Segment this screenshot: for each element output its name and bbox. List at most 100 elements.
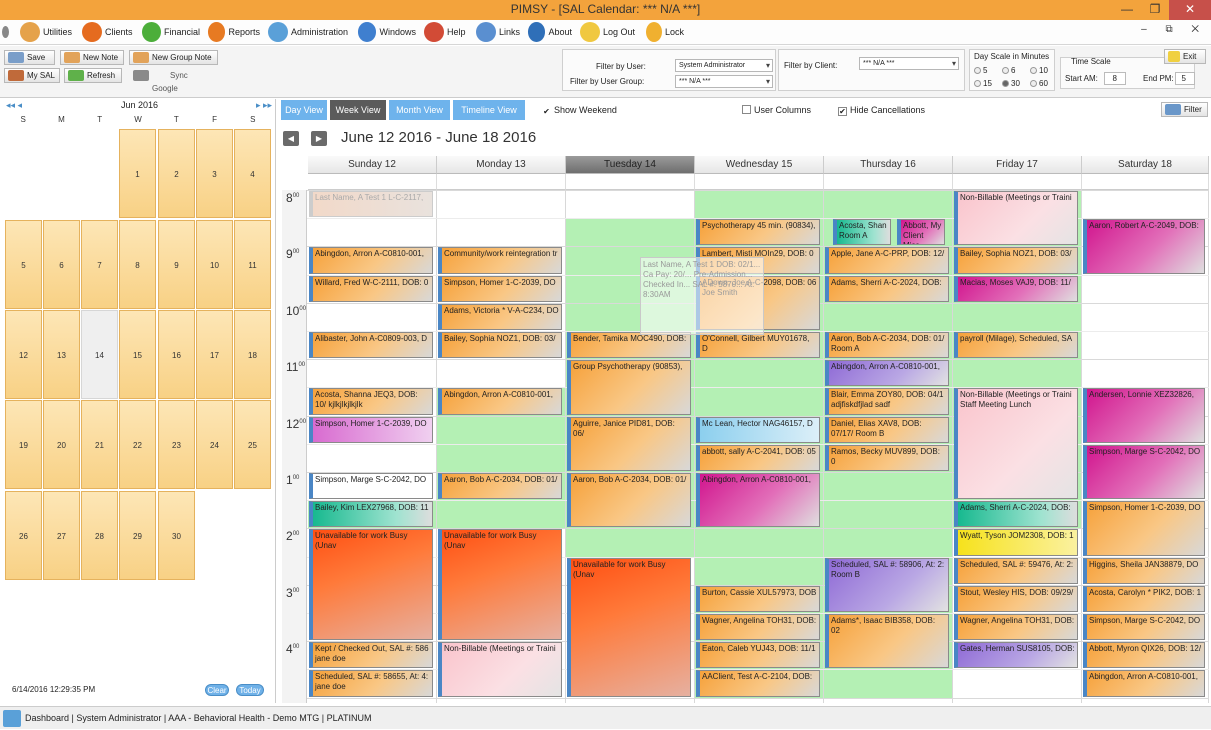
appointment[interactable]: Non-Billable (Meetings or Traini Staff M… — [954, 388, 1078, 500]
appointment[interactable]: Scheduled, SAL #: 59476, At: 2: — [954, 557, 1078, 584]
appointment[interactable]: Eaton, Caleb YUJ43, DOB: 11/1 — [696, 642, 820, 669]
menu-lock[interactable]: Lock — [644, 20, 690, 45]
appointment[interactable]: Abbott, Myron QIX26, DOB: 12/ — [1083, 642, 1205, 669]
mini-calendar-day[interactable]: 21 — [81, 400, 118, 489]
appointment[interactable]: Alibaster, John A-C0809-003, D — [309, 332, 433, 359]
appointment[interactable]: Wagner, Angelina TOH31, DOB: — [696, 614, 820, 641]
appointment[interactable]: Wagner, Angelina TOH31, DOB: — [954, 614, 1078, 641]
menu-about[interactable]: About — [526, 20, 578, 45]
tab-month-view[interactable]: Month View — [389, 100, 450, 120]
mini-calendar-day[interactable]: 15 — [119, 310, 156, 399]
day-column[interactable] — [566, 190, 695, 703]
appointment[interactable]: Kept / Checked Out, SAL #: 586 jane doe — [309, 642, 433, 669]
mini-calendar-day[interactable]: 10 — [196, 220, 233, 309]
day-scale-radio-5[interactable]: 5 — [974, 66, 987, 75]
day-column[interactable] — [308, 190, 437, 703]
mini-calendar-day[interactable]: 20 — [43, 400, 80, 489]
menu-clients[interactable]: Clients — [80, 20, 140, 45]
tab-day-view[interactable]: Day View — [281, 100, 327, 120]
appointment[interactable]: Adams, Victoria * V-A-C234, DO — [438, 303, 562, 330]
appointment[interactable]: Scheduled, SAL #: 58906, At: 2: Room B — [825, 557, 949, 612]
mini-calendar-day[interactable]: 6 — [43, 220, 80, 309]
filter-by-client-select[interactable]: *** N/A *** — [859, 57, 959, 70]
mini-calendar-day[interactable]: 3 — [196, 129, 233, 218]
mini-calendar-day[interactable]: 26 — [5, 491, 42, 580]
appointment[interactable]: Ramos, Becky MUV899, DOB: 0 — [825, 444, 949, 471]
day-column[interactable] — [695, 190, 824, 703]
day-scale-radio-6[interactable]: 6 — [1002, 66, 1015, 75]
appointment[interactable]: Abingdon, Arron A-C0810-001, — [438, 388, 562, 415]
all-day-cell[interactable] — [437, 174, 566, 190]
appointment[interactable]: Acosta, Carolyn * PIK2, DOB: 1 — [1083, 585, 1205, 612]
appointment[interactable]: Stout, Wesley HIS, DOB: 09/29/ — [954, 585, 1078, 612]
hide-cancellations-checkbox[interactable]: ✔ Hide Cancellations — [838, 105, 926, 116]
appointment[interactable]: Burton, Cassie XUL57973, DOB — [696, 585, 820, 612]
restore-icon[interactable]: ❐ — [1149, 2, 1161, 16]
filter-by-user-group-select[interactable]: *** N/A *** — [675, 75, 773, 88]
mini-calendar-day[interactable]: 18 — [234, 310, 271, 399]
appointment[interactable]: Simpson, Homer 1-C-2039, DO — [438, 275, 562, 302]
tab-timeline-view[interactable]: Timeline View — [453, 100, 525, 120]
day-column[interactable] — [953, 190, 1082, 703]
mini-calendar-day[interactable]: 22 — [119, 400, 156, 489]
menu-utilities[interactable]: Utilities — [18, 20, 80, 45]
all-day-cell[interactable] — [566, 174, 695, 190]
appointment[interactable]: Wyatt, Tyson JOM2308, DOB: 1 — [954, 529, 1078, 556]
appointment[interactable]: Aaron, Robert A-C-2049, DOB: — [1083, 219, 1205, 274]
appointment[interactable]: Non-Billable (Meetings or Traini — [954, 191, 1078, 246]
all-day-cell[interactable] — [953, 174, 1082, 190]
appointment[interactable]: Psychotherapy 45 min. (90834), — [696, 219, 820, 246]
all-day-cell[interactable] — [1082, 174, 1209, 190]
all-day-cell[interactable] — [824, 174, 953, 190]
appointment[interactable]: Blair, Emma ZOY80, DOB: 04/1 adjfiskdfjl… — [825, 388, 949, 415]
menu-windows[interactable]: Windows — [356, 20, 422, 45]
appointment[interactable]: O'Connell, Gilbert MUY01678, D — [696, 332, 820, 359]
appointment[interactable]: Non-Billable (Meetings or Traini — [438, 642, 562, 697]
tab-week-view[interactable]: Week View — [330, 100, 386, 120]
menu-reports[interactable]: Reports — [206, 20, 266, 45]
filter-button[interactable]: Filter — [1161, 102, 1208, 117]
appointment[interactable]: Adams, Sherri A-C-2024, DOB: — [954, 501, 1078, 528]
appointment[interactable]: Bailey, Sophia NOZ1, DOB: 03/ — [438, 332, 562, 359]
mdi-window-controls[interactable]: – ⧉ ✕ — [1141, 24, 1207, 35]
previous-week-button[interactable]: ◀ — [283, 131, 299, 146]
appointment[interactable]: Abingdon, Arron A-C0810-001, — [825, 360, 949, 387]
mini-calendar-day[interactable]: 23 — [158, 400, 195, 489]
appointment[interactable]: Andersen, Lonnie XEZ32826, — [1083, 388, 1205, 443]
mini-calendar-day[interactable]: 7 — [81, 220, 118, 309]
appointment[interactable]: Unavailable for work Busy (Unav — [438, 529, 562, 641]
appointment[interactable]: Group Psychotherapy (90853), — [567, 360, 691, 415]
next-week-button[interactable]: ▶ — [311, 131, 327, 146]
mini-calendar-day[interactable]: 12 — [5, 310, 42, 399]
appointment[interactable]: Aaron, Bob A-C-2034, DOB: 01/ Room A — [825, 332, 949, 359]
next-month-icon[interactable]: ▸ ▸▸ — [255, 100, 272, 110]
mini-calendar-day[interactable]: 27 — [43, 491, 80, 580]
sync-google-button[interactable]: Sync Google — [129, 68, 218, 93]
day-header[interactable]: Wednesday 15 — [695, 156, 824, 174]
mini-calendar-day[interactable]: 1 — [119, 129, 156, 218]
mini-calendar-day[interactable]: 4 — [234, 129, 271, 218]
day-header[interactable]: Friday 17 — [953, 156, 1082, 174]
day-scale-radio-10[interactable]: 10 — [1030, 66, 1048, 75]
day-header[interactable]: Thursday 16 — [824, 156, 953, 174]
menu-financial[interactable]: Financial — [140, 20, 206, 45]
my-sal-button[interactable]: My SAL — [4, 68, 60, 83]
appointment[interactable]: Adams*, Isaac BIB358, DOB: 02 — [825, 614, 949, 669]
appointment[interactable]: Gates, Herman SUS8105, DOB: — [954, 642, 1078, 669]
appointment[interactable]: Abingdon, Arron A-C0810-001, — [1083, 670, 1205, 697]
appointment[interactable]: Scheduled, SAL #: 58655, At: 4: jane doe — [309, 670, 433, 697]
today-button[interactable]: Today — [236, 684, 264, 696]
appointment[interactable]: Unavailable for work Busy (Unav — [567, 557, 691, 697]
mini-calendar-day[interactable]: 25 — [234, 400, 271, 489]
day-header[interactable]: Tuesday 14 — [566, 156, 695, 174]
day-column[interactable] — [437, 190, 566, 703]
appointment[interactable]: Bender, Tamika MOC490, DOB: — [567, 332, 691, 359]
appointment[interactable]: Last Name, A Test 1 L-C-2117, — [309, 191, 433, 218]
day-header[interactable]: Sunday 12 — [308, 156, 437, 174]
appointment[interactable]: Simpson, Homer 1-C-2039, DO — [1083, 501, 1205, 556]
clear-button[interactable]: Clear — [205, 684, 229, 696]
appointment[interactable]: abbott, sally A-C-2041, DOB: 05 — [696, 444, 820, 471]
appointment[interactable]: Simpson, Marge S-C-2042, DO — [309, 473, 433, 500]
mini-calendar-day[interactable]: 9 — [158, 220, 195, 309]
appointment[interactable]: Higgins, Sheila JAN38879, DO — [1083, 557, 1205, 584]
